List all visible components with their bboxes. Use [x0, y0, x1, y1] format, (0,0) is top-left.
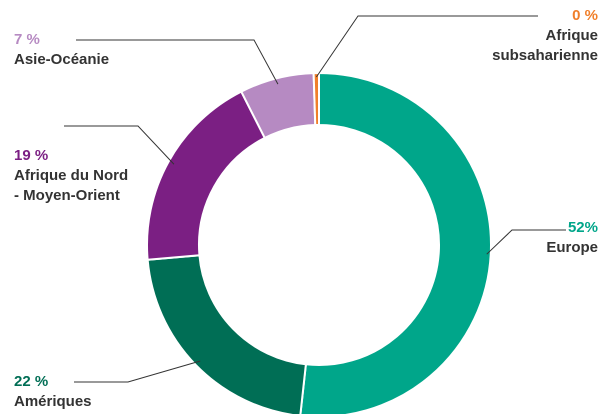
- name-asie-oceanie: Asie-Océanie: [14, 51, 110, 68]
- leader-line-afrique-subsaharienne: [315, 15, 538, 78]
- slice-afrique-subsaharienne: [312, 71, 320, 127]
- slice-afrique-du-nord-moyen-orient: [146, 90, 267, 261]
- name-afrique-nord-2: - Moyen-Orient: [14, 187, 120, 204]
- name-europe: Europe: [546, 239, 598, 256]
- pct-afrique-nord: 19 %: [14, 147, 49, 164]
- leader-line-asie-oc-anie: [76, 39, 279, 85]
- pct-afrique-subsaharienne: 0 %: [572, 7, 598, 24]
- pct-asie-oceanie: 7 %: [14, 31, 40, 48]
- name-afrique-nord-1: Afrique du Nord: [14, 167, 129, 184]
- slice-am-riques: [146, 254, 308, 414]
- slice-europe: [299, 71, 492, 414]
- leader-line-afrique-du-nord-moyen-orient: [64, 125, 175, 165]
- pct-europe: 52%: [567, 219, 598, 236]
- leader-line-europe: [486, 229, 566, 255]
- label-afrique-subsaharienne: 0 % Afrique subsaharienne: [492, 6, 598, 66]
- name-afrique-subsaharienne-2: subsaharienne: [492, 47, 598, 64]
- label-afrique-nord: 19 % Afrique du Nord - Moyen-Orient: [14, 146, 128, 206]
- label-asie-oceanie: 7 % Asie-Océanie: [14, 30, 109, 70]
- name-ameriques: Amériques: [14, 393, 92, 410]
- leader-line-am-riques: [74, 360, 201, 383]
- label-ameriques: 22 % Amériques: [14, 372, 92, 412]
- pct-ameriques: 22 %: [14, 373, 49, 390]
- name-afrique-subsaharienne-1: Afrique: [545, 27, 599, 44]
- label-europe: 52% Europe: [546, 218, 598, 258]
